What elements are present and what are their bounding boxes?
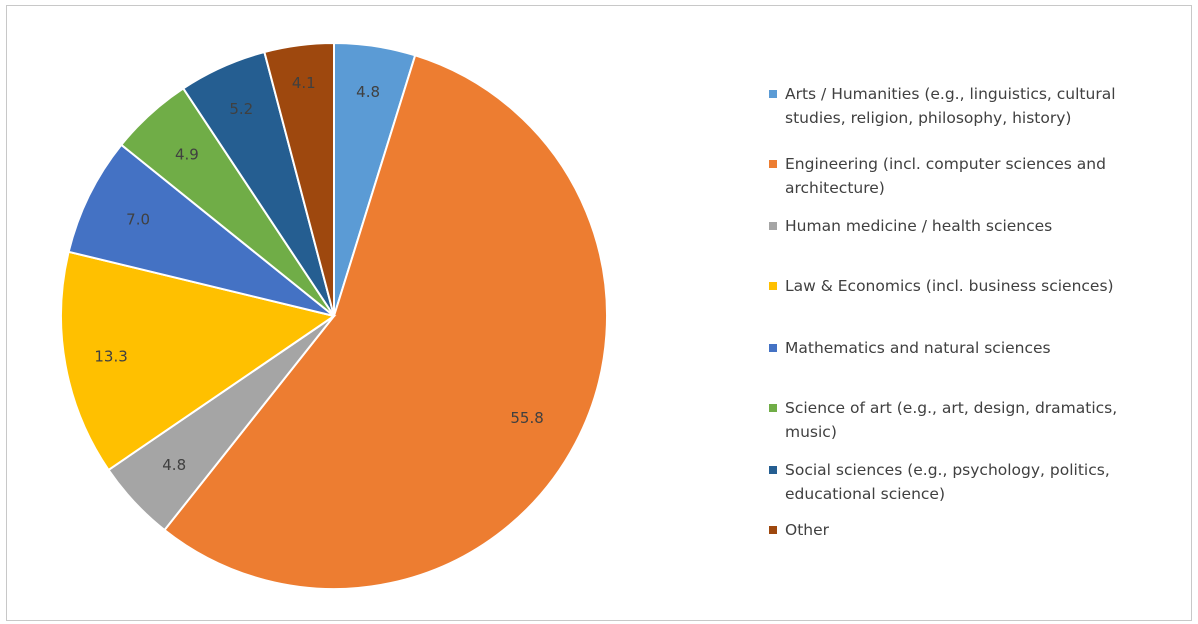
data-label-arts-humanities: 4.8: [356, 83, 380, 101]
legend-label: Mathematics and natural sciences: [785, 339, 1051, 357]
legend-swatch: [769, 344, 777, 352]
legend-item-mathematics: Mathematics and natural sciences: [769, 336, 1169, 360]
pie-slice-engineering: [163, 54, 608, 590]
legend-swatch: [769, 526, 777, 534]
data-label-science-of-art: 4.9: [175, 146, 199, 164]
legend-item-science-of-art: Science of art (e.g., art, design, drama…: [769, 396, 1169, 444]
pie-slice-mathematics: [67, 143, 335, 317]
legend-item-engineering: Engineering (incl. computer sciences and…: [769, 152, 1169, 200]
legend-item-human-medicine: Human medicine / health sciences: [769, 214, 1169, 238]
legend-swatch: [769, 222, 777, 230]
legend-label: Science of art (e.g., art, design, drama…: [785, 399, 1118, 441]
legend-swatch: [769, 282, 777, 290]
legend-label: Social sciences (e.g., psychology, polit…: [785, 461, 1110, 503]
pie-slice-other: [263, 41, 335, 317]
legend-label: Other: [785, 521, 830, 539]
data-label-mathematics: 7.0: [126, 211, 150, 229]
chart-frame: 4.8 55.8 4.8 13.3 7.0 4.9 5.2 4.1 Arts / Humani…: [6, 5, 1192, 621]
legend-swatch: [769, 160, 777, 168]
data-label-other: 4.1: [292, 74, 316, 92]
legend-label: Human medicine / health sciences: [785, 217, 1053, 235]
legend-item-social-sciences: Social sciences (e.g., psychology, polit…: [769, 458, 1169, 506]
data-label-engineering: 55.8: [510, 409, 543, 427]
legend-label: Law & Economics (incl. business sciences…: [785, 277, 1114, 295]
legend-swatch: [769, 466, 777, 474]
pie-chart: 4.8 55.8 4.8 13.3 7.0 4.9 5.2 4.1: [60, 41, 608, 590]
data-label-social-sciences: 5.2: [229, 100, 253, 118]
legend-label: Arts / Humanities (e.g., linguistics, cu…: [785, 85, 1116, 127]
legend-label: Engineering (incl. computer sciences and…: [785, 155, 1106, 197]
legend-item-arts-humanities: Arts / Humanities (e.g., linguistics, cu…: [769, 82, 1169, 130]
data-label-law-economics: 13.3: [94, 348, 127, 366]
legend-swatch: [769, 90, 777, 98]
legend-item-law-economics: Law & Economics (incl. business sciences…: [769, 274, 1169, 298]
pie-slice-law-economics: [60, 250, 337, 472]
legend-swatch: [769, 404, 777, 412]
data-label-human-medicine: 4.8: [162, 456, 186, 474]
legend-item-other: Other: [769, 518, 1169, 542]
